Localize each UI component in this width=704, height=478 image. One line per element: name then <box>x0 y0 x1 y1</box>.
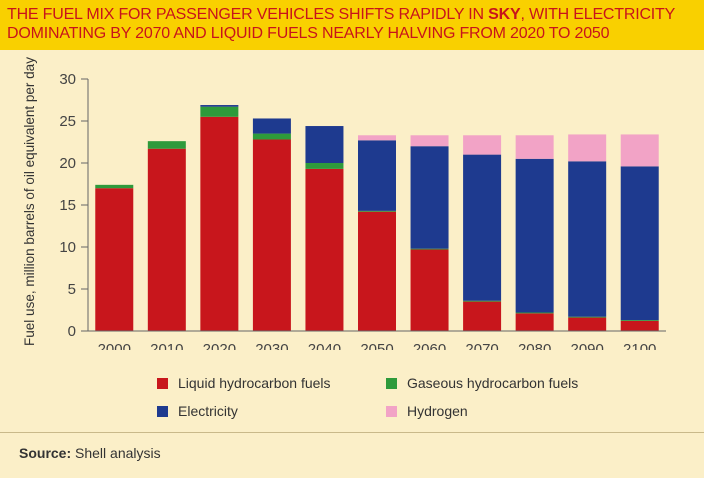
legend-swatch-liquid <box>157 378 168 389</box>
y-tick-label: 30 <box>59 71 76 88</box>
legend-swatch-hydrogen <box>386 406 397 417</box>
x-tick-label: 2000 <box>98 341 131 350</box>
bar-segment-gaseous <box>95 184 134 189</box>
chart-title-banner: THE FUEL MIX FOR PASSENGER VEHICLES SHIF… <box>0 0 704 50</box>
bar-segment-liquid <box>200 116 239 331</box>
bar-segment-electricity <box>568 161 607 317</box>
x-tick-label: 2080 <box>518 341 551 350</box>
bar-segment-hydrogen <box>410 135 449 147</box>
bar-segment-electricity <box>463 154 502 301</box>
bar-segment-gaseous <box>568 316 607 318</box>
bar-segment-hydrogen <box>620 134 659 167</box>
bar-segment-electricity <box>410 146 449 249</box>
x-tick-label: 2070 <box>465 341 498 350</box>
chart-title-line-2: DOMINATING BY 2070 AND LIQUID FUELS NEAR… <box>7 25 610 42</box>
x-tick-label: 2090 <box>570 341 603 350</box>
source-note: Source: Shell analysis <box>19 445 161 461</box>
bar-segment-hydrogen <box>568 134 607 162</box>
y-tick-label: 20 <box>59 155 76 172</box>
bar-segment-gaseous <box>463 300 502 302</box>
legend-swatch-electricity <box>157 406 168 417</box>
bar-segment-liquid <box>410 249 449 331</box>
legend-item-gaseous: Gaseous hydrocarbon fuels <box>386 375 578 391</box>
bar-segment-liquid <box>568 317 607 331</box>
bar-segment-hydrogen <box>463 135 502 155</box>
bar-segment-gaseous <box>620 320 659 321</box>
bar-segment-hydrogen <box>515 135 554 159</box>
x-tick-label: 2040 <box>308 341 341 350</box>
bar-segment-gaseous <box>252 133 291 140</box>
bar-segment-gaseous <box>410 248 449 250</box>
legend-swatch-gaseous <box>386 378 397 389</box>
y-tick-label: 15 <box>59 197 76 214</box>
x-tick-label: 2050 <box>360 341 393 350</box>
y-tick-label: 5 <box>68 281 76 298</box>
bar-segment-electricity <box>305 126 344 163</box>
bar-segment-electricity <box>620 166 659 321</box>
bar-segment-electricity <box>515 158 554 313</box>
x-tick-label: 2100 <box>623 341 656 350</box>
y-axis-label: Fuel use, million barrels of oil equival… <box>22 57 37 346</box>
x-tick-label: 2010 <box>150 341 183 350</box>
y-tick-label: 25 <box>59 113 76 130</box>
bar-segment-liquid <box>305 168 344 331</box>
y-tick-label: 0 <box>68 323 76 340</box>
bar-segment-liquid <box>358 211 396 331</box>
x-tick-label: 2060 <box>413 341 446 350</box>
bar-segment-electricity <box>252 118 291 134</box>
y-tick-label: 10 <box>59 239 76 256</box>
stacked-bar-chart: Fuel use, million barrels of oil equival… <box>22 57 666 350</box>
legend-item-liquid: Liquid hydrocarbon fuels <box>157 375 331 391</box>
bar-segment-liquid <box>95 188 134 331</box>
bar-segment-gaseous <box>200 106 239 117</box>
x-tick-label: 2030 <box>255 341 288 350</box>
legend-item-electricity: Electricity <box>157 403 238 419</box>
x-tick-label: 2020 <box>203 341 236 350</box>
bar-segment-liquid <box>515 313 554 331</box>
source-footer: Source: Shell analysis <box>0 432 704 478</box>
bar-segment-liquid <box>252 139 291 331</box>
bar-segment-gaseous <box>515 312 554 314</box>
bar-segment-electricity <box>200 105 239 107</box>
bar-segment-electricity <box>358 140 396 211</box>
chart-title-line-1: THE FUEL MIX FOR PASSENGER VEHICLES SHIF… <box>7 6 676 23</box>
bar-segment-gaseous <box>147 141 186 149</box>
chart-title-emphasis: SKY <box>488 6 521 23</box>
bar-segment-gaseous <box>358 210 396 212</box>
bar-segment-liquid <box>147 148 186 331</box>
bar-segment-liquid <box>463 301 502 331</box>
legend-item-hydrogen: Hydrogen <box>386 403 468 419</box>
bar-segment-liquid <box>620 320 659 331</box>
bar-segment-gaseous <box>305 163 344 169</box>
bar-segment-hydrogen <box>358 135 396 141</box>
